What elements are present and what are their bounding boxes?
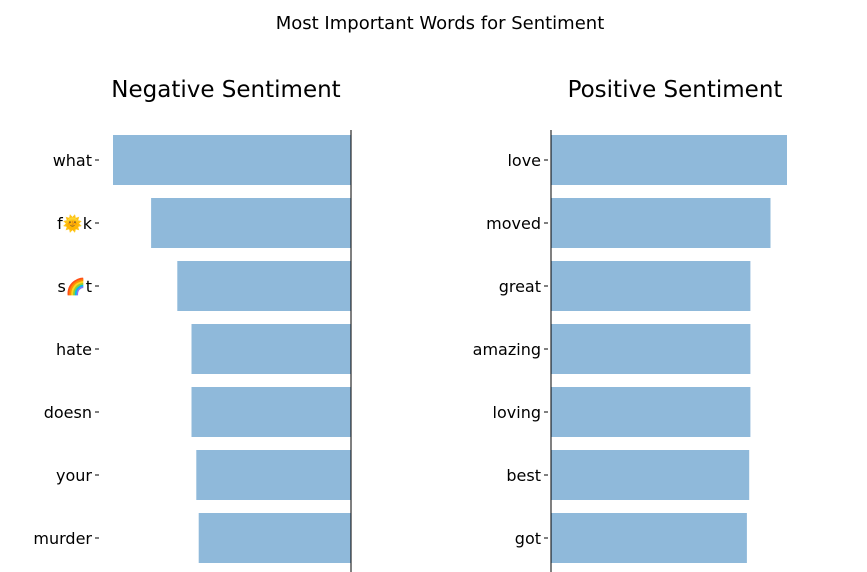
positive-tick-label: best bbox=[506, 466, 541, 485]
negative-tick-label: what bbox=[53, 151, 92, 170]
negative-tick-label: hate bbox=[56, 340, 92, 359]
negative-bar bbox=[113, 135, 351, 185]
positive-bar bbox=[551, 198, 771, 248]
negative-bar bbox=[191, 387, 351, 437]
negative-panel-title: Negative Sentiment bbox=[111, 77, 340, 103]
positive-panel-title: Positive Sentiment bbox=[568, 77, 783, 103]
positive-bar bbox=[551, 261, 751, 311]
positive-tick-label: loving bbox=[493, 403, 541, 422]
figure-title: Most Important Words for Sentiment bbox=[276, 13, 605, 34]
positive-tick-label: amazing bbox=[473, 340, 541, 359]
negative-tick-label: your bbox=[56, 466, 92, 485]
negative-bar bbox=[196, 450, 351, 500]
negative-sentiment-panel: Negative Sentiment what f🌞k s🌈t hate doesn yo… bbox=[33, 77, 352, 572]
positive-tick-label: love bbox=[507, 151, 541, 170]
positive-bar bbox=[551, 450, 750, 500]
positive-bar bbox=[551, 135, 787, 185]
positive-bar bbox=[551, 387, 751, 437]
negative-tick-label: doesn bbox=[44, 403, 92, 422]
negative-bar bbox=[177, 261, 351, 311]
positive-tick-label: moved bbox=[486, 214, 541, 233]
positive-tick-label: got bbox=[515, 529, 541, 548]
negative-tick-label: s🌈t bbox=[57, 277, 92, 296]
negative-bar bbox=[151, 198, 351, 248]
positive-bar bbox=[551, 513, 747, 563]
negative-bar bbox=[191, 324, 351, 374]
negative-tick-label: f🌞k bbox=[57, 214, 93, 233]
negative-bar bbox=[198, 513, 351, 563]
positive-tick-label: great bbox=[499, 277, 541, 296]
positive-bar bbox=[551, 324, 751, 374]
positive-sentiment-panel: Positive Sentiment love moved great amazing… bbox=[473, 77, 787, 572]
negative-tick-label: murder bbox=[33, 529, 92, 548]
